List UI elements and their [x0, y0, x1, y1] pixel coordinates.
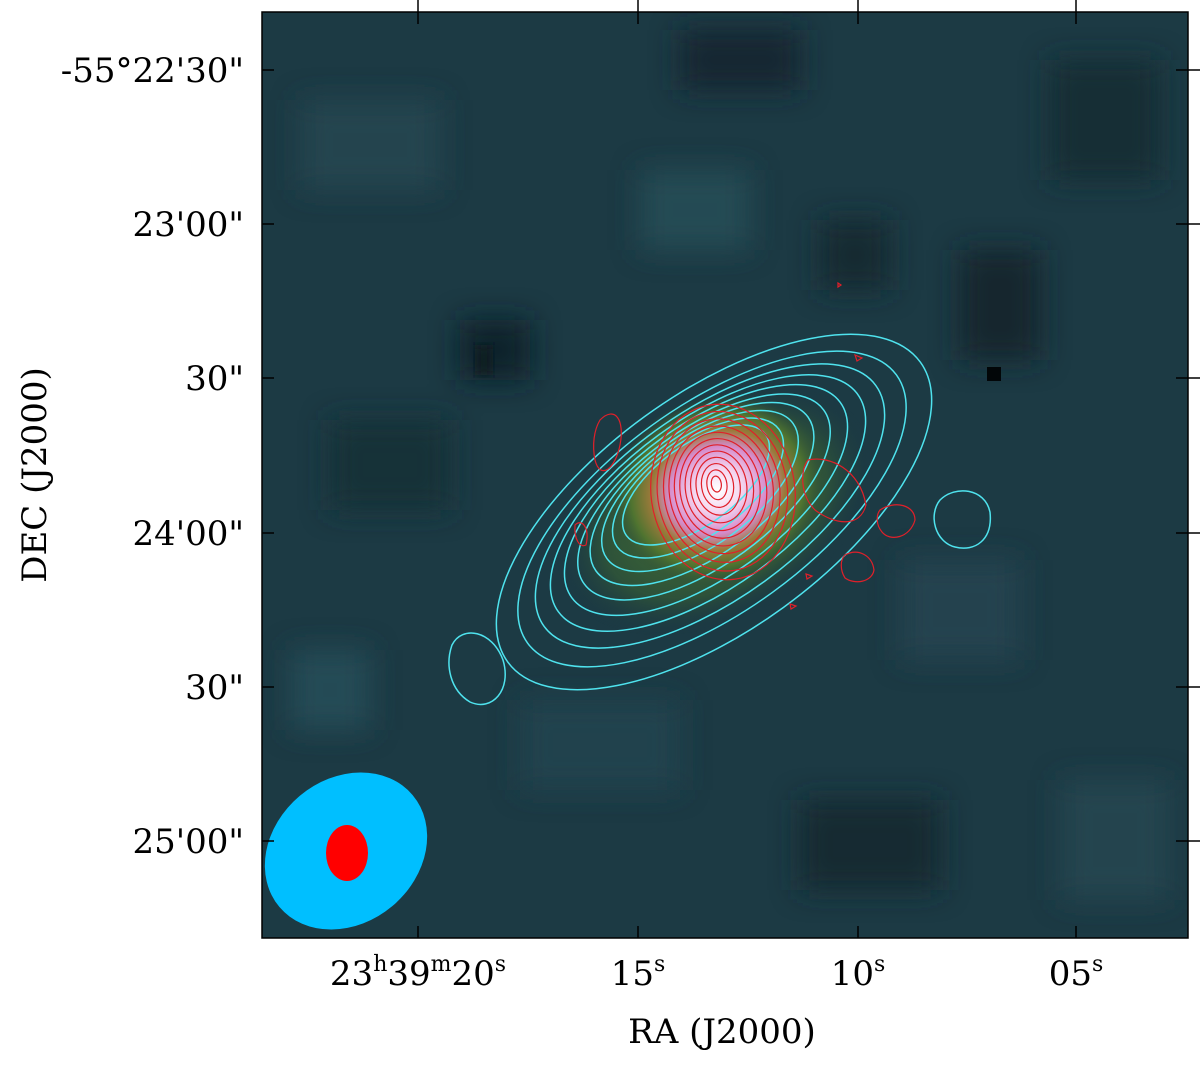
cyan-contour-island	[448, 632, 506, 706]
dark-pixel	[475, 345, 493, 375]
small-beam-ellipse	[326, 825, 368, 881]
cyan-contour-level	[611, 417, 785, 559]
y-tick-label: -55°22'30"	[61, 51, 244, 91]
red-contour-level	[656, 410, 789, 572]
red-contour-level	[684, 444, 755, 532]
red-contour-level	[650, 403, 796, 581]
x-tick-label: 23h39m20s	[330, 952, 506, 994]
x-tick-labels: 23h39m20s 15s 10s 05s	[330, 952, 1103, 994]
y-tick-label: 23'00"	[132, 205, 244, 245]
red-contour-level	[668, 425, 775, 555]
cyan-contour-level	[517, 350, 907, 668]
red-contour-level	[710, 475, 723, 493]
image-panel	[262, 12, 1188, 938]
y-axis-title: DEC (J2000)	[15, 367, 55, 583]
y-tick-labels: -55°22'30" 23'00" 30" 24'00" 30" 25'00"	[61, 51, 244, 862]
red-contour-level	[679, 437, 761, 539]
y-tick-label: 24'00"	[132, 514, 244, 554]
noise-pattern	[290, 30, 1170, 900]
cyan-contour-island	[933, 490, 991, 549]
x-tick-label: 05s	[1049, 952, 1104, 994]
red-contour-islands	[574, 281, 916, 610]
cyan-contour-level	[495, 333, 933, 691]
y-tick-label: 30"	[185, 668, 244, 708]
red-contour-level	[706, 469, 728, 501]
dark-pixel	[987, 367, 1001, 381]
y-tick-label: 25'00"	[132, 822, 244, 862]
cyan-contour-level	[534, 363, 886, 649]
tick-marks	[262, 0, 1200, 938]
x-tick-label: 15s	[611, 952, 666, 994]
red-contours	[650, 403, 796, 581]
y-tick-label: 30"	[185, 359, 244, 399]
red-contour-level	[700, 462, 735, 508]
cyan-contour-level	[563, 383, 849, 617]
red-contour-level	[662, 418, 781, 563]
red-contour-level	[673, 431, 768, 547]
cyan-contour-level	[600, 409, 800, 573]
plot-frame	[261, 11, 1189, 939]
red-contour-level	[689, 450, 748, 524]
x-tick-label: 10s	[831, 952, 886, 994]
cyan-contour-level	[577, 393, 831, 601]
red-contour-level	[695, 456, 741, 516]
x-axis-title: RA (J2000)	[628, 1012, 816, 1052]
